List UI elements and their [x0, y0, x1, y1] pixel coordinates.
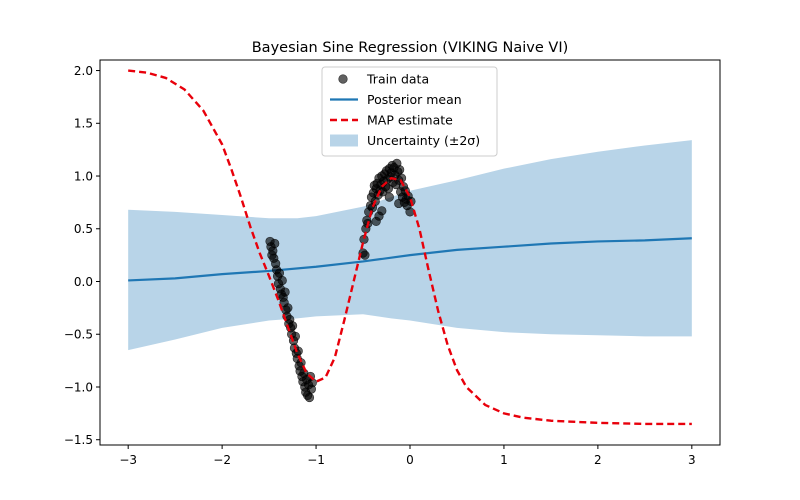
train-data-point: [304, 392, 315, 403]
axes: −3 −2 −1 0 1 2 3 −1.5 −1.0 −0.5 0.0 0.5 1.0 1.5 2.0: [64, 64, 696, 467]
plot-area: [128, 69, 692, 426]
legend-label: Posterior mean: [367, 92, 462, 107]
legend-box: [321, 66, 498, 157]
train-data-point: [270, 238, 280, 249]
y-tick-label: 0.0: [74, 275, 93, 289]
train-data-point: [360, 250, 370, 260]
y-tick-label: 1.0: [74, 169, 93, 183]
legend-swatch-uncertainty: [330, 134, 358, 147]
x-tick-label: −3: [119, 453, 137, 467]
train-data-point: [280, 287, 290, 297]
y-tick-label: 1.5: [74, 117, 93, 131]
legend-label: MAP estimate: [367, 113, 453, 128]
legend-label: Uncertainty (±2σ): [367, 133, 480, 148]
train-data-point: [371, 216, 381, 226]
train-data-point: [283, 303, 293, 313]
map-estimate-line: [128, 69, 692, 426]
y-tick-label: 0.5: [74, 222, 93, 236]
x-tick-label: 3: [688, 453, 696, 467]
x-tick-label: 1: [500, 453, 508, 467]
y-tick-label: −0.5: [64, 328, 93, 342]
posterior-mean-line: [128, 237, 692, 282]
train-data-point: [384, 192, 394, 202]
legend: Train data Posterior mean MAP estimate Unce…: [321, 66, 498, 157]
uncertainty-band: [128, 140, 692, 351]
train-data-point: [395, 165, 405, 175]
train-data-point: [394, 198, 404, 209]
legend-marker-train-data: [338, 74, 348, 84]
x-tick-label: −2: [213, 453, 231, 467]
chart-title: Bayesian Sine Regression (VIKING Naive V…: [252, 40, 569, 56]
y-tick-label: −1.5: [64, 433, 93, 447]
train-data-point: [405, 207, 415, 217]
x-tick-label: 2: [594, 453, 602, 467]
legend-label: Train data: [366, 72, 429, 87]
x-tick-label: −1: [307, 453, 325, 467]
train-data-point: [277, 275, 287, 286]
y-tick-label: −1.0: [64, 380, 93, 394]
x-tick-label: 0: [406, 453, 414, 467]
y-tick-label: 2.0: [74, 64, 93, 78]
